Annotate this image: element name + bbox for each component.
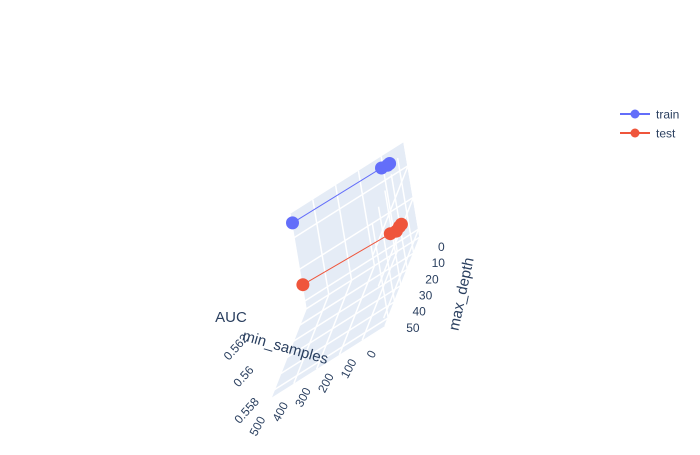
grid-wall-x <box>396 158 415 254</box>
grid-wall-y <box>334 185 353 281</box>
y-tick-label: 400 <box>269 399 291 424</box>
data-point-test <box>296 278 310 292</box>
series-test <box>296 217 408 292</box>
grid-floor-x <box>305 236 421 310</box>
grid-wall-y <box>357 170 376 266</box>
legend-item-test[interactable]: test <box>620 127 676 141</box>
grid-floor-x <box>292 268 408 342</box>
x-tick-label: 40 <box>413 305 427 319</box>
grid-floor-x <box>280 301 395 375</box>
grid-wall-z2 <box>382 228 420 319</box>
grid-wall-y <box>312 199 330 295</box>
series-layer <box>286 157 408 292</box>
grid-wall-x <box>403 141 421 238</box>
grid-floor-y <box>361 251 398 341</box>
legend-item-train[interactable]: train <box>620 108 679 122</box>
grid-floor-y <box>315 279 353 370</box>
x-tick-label: 10 <box>432 256 446 270</box>
grid-wall-z2 <box>377 197 415 287</box>
data-point-train <box>383 157 397 170</box>
grid-wall-z <box>293 165 409 239</box>
grid-floor-x <box>299 252 415 326</box>
x-tick-label: 0 <box>438 240 445 254</box>
x-axis-title: max_depth <box>446 256 478 332</box>
z-axis-title: AUC <box>215 309 247 326</box>
grid-floor-y <box>293 294 330 384</box>
back-wall-depth <box>290 142 420 309</box>
y-tick-label: 200 <box>315 371 337 396</box>
y-tick-label: 0 <box>364 348 380 361</box>
legend[interactable]: train test <box>620 108 679 141</box>
grid-floor-y <box>270 308 307 399</box>
3d-scene: 0102030405001002003004005000.5580.560.56… <box>215 141 478 438</box>
legend-label-train: train <box>656 108 679 122</box>
data-point-test <box>394 217 408 231</box>
grid-wall-x <box>371 222 389 319</box>
x-tick-label: 20 <box>425 272 439 286</box>
grid-wall-x <box>377 206 396 302</box>
grid-floor-x <box>273 317 389 391</box>
grid-wall-z <box>304 228 420 302</box>
scene-gridlines <box>270 141 421 399</box>
z-tick-label: 0.56 <box>230 363 256 390</box>
grid-wall-z <box>298 196 414 271</box>
legend-label-test: test <box>656 127 676 141</box>
x-tick-label: 30 <box>419 289 433 303</box>
legend-marker-test <box>630 128 640 138</box>
series-train <box>286 157 397 230</box>
grid-wall-y <box>289 213 307 310</box>
grid-floor-y <box>338 265 376 356</box>
grid-floor-x <box>286 284 402 359</box>
legend-marker-train <box>630 109 640 119</box>
y-tick-label: 100 <box>338 356 360 381</box>
data-point-train <box>286 216 299 230</box>
y-tick-label: 300 <box>292 385 314 410</box>
x-tick-label: 50 <box>406 321 420 335</box>
